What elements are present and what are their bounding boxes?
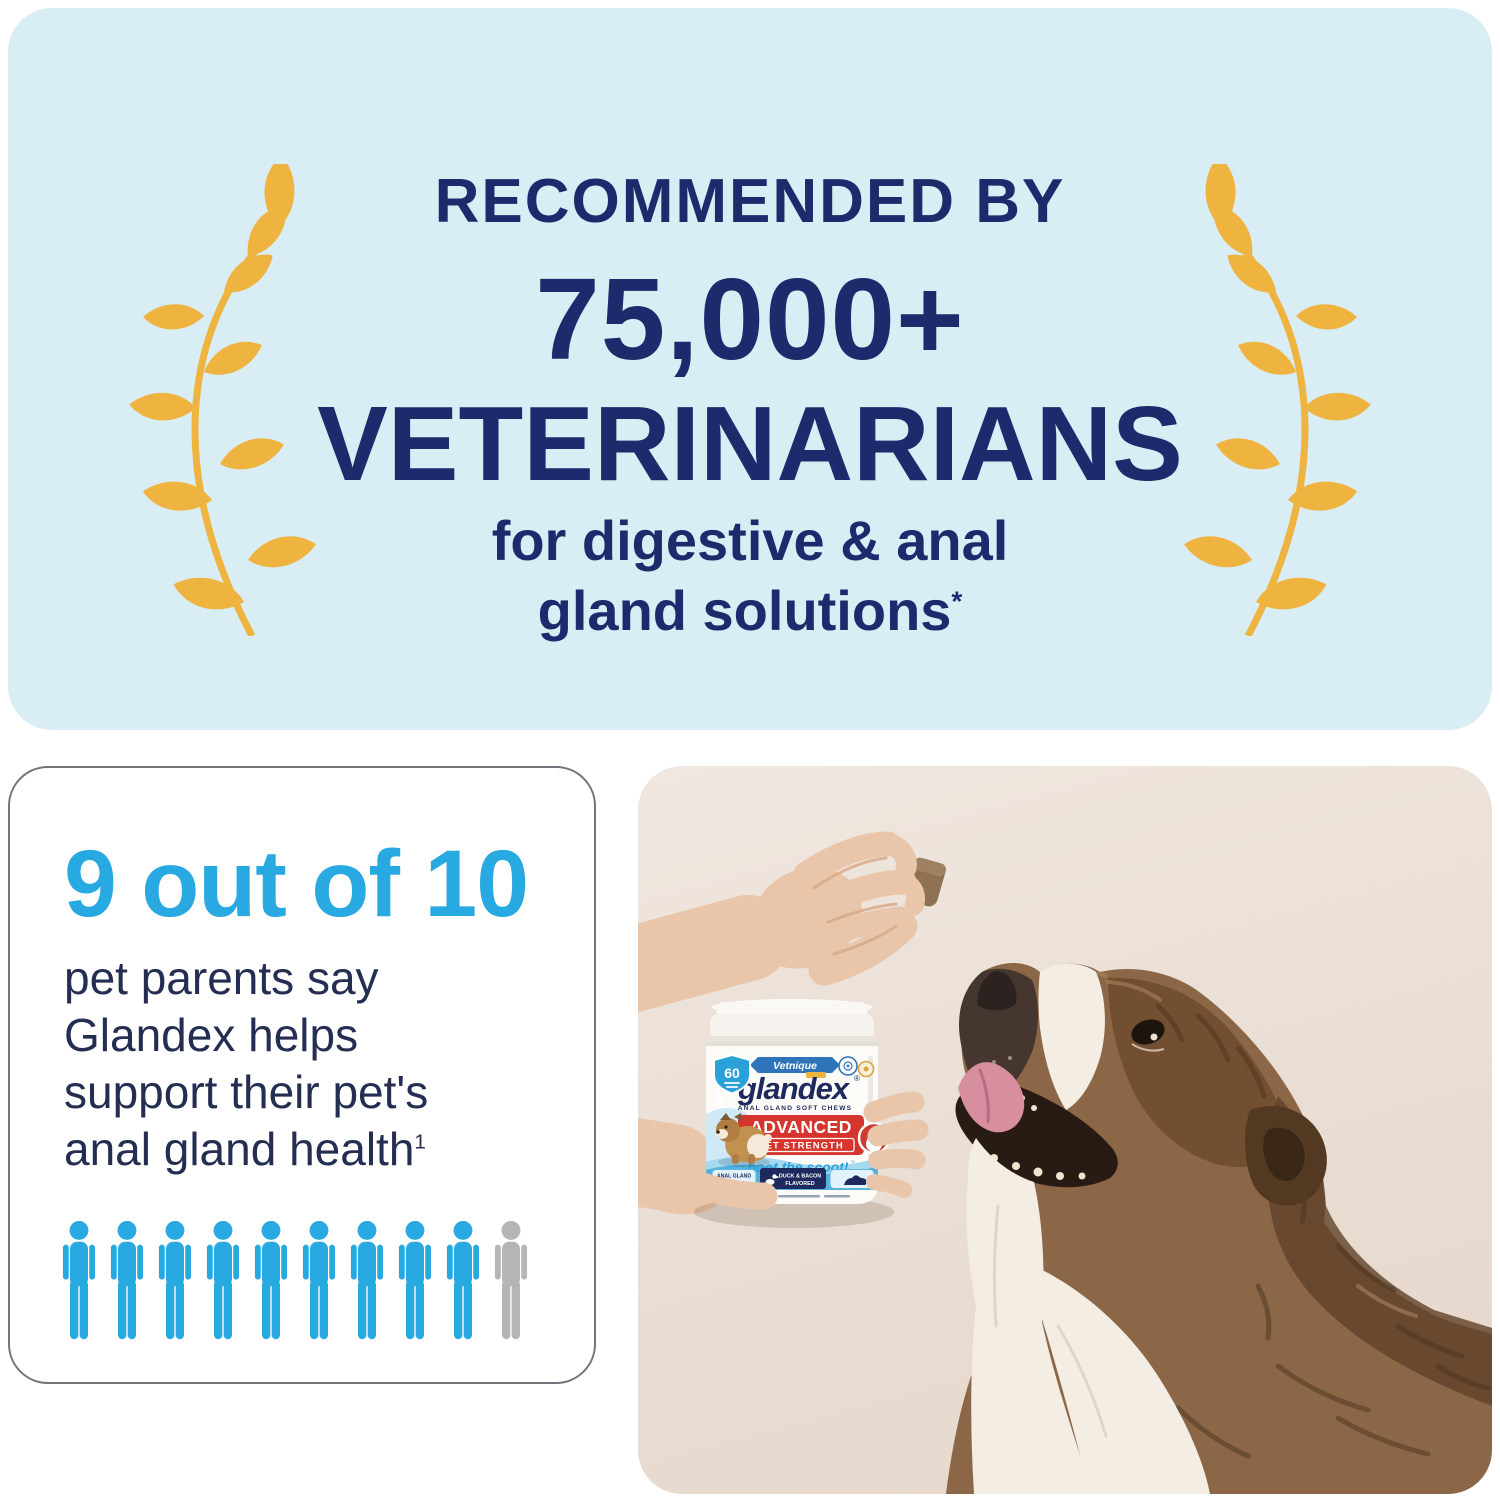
stat-footnote-mark: 1	[414, 1130, 426, 1154]
person-icon-muted	[494, 1220, 528, 1340]
person-icon-filled	[158, 1220, 192, 1340]
jar-count-badge	[713, 1053, 751, 1095]
banner-heading-number: 75,000+	[535, 254, 965, 384]
photo-illustration: Vetnique glandex ® ANAL GLAND SOFT CHEWS…	[638, 831, 1492, 1494]
promo-banner: RECOMMENDED BY 75,000+ VETERINARIANS for…	[8, 8, 1492, 730]
stat-headline: 9 out of 10	[64, 831, 529, 937]
duck-icon	[765, 1174, 780, 1185]
svg-text:ANAL GLAND: ANAL GLAND	[717, 1174, 751, 1180]
svg-text:DUCK & BACON: DUCK & BACON	[779, 1174, 821, 1180]
person-icon-filled	[446, 1220, 480, 1340]
svg-text:FLAVORED: FLAVORED	[785, 1181, 814, 1187]
banner-subtitle-line1: for digestive & anal	[491, 509, 1009, 572]
banner-subtitle: for digestive & anal gland solutions*	[8, 506, 1492, 646]
product-photo: Vetnique glandex ® ANAL GLAND SOFT CHEWS…	[638, 766, 1492, 1494]
stat-description: pet parents say Glandex helps support th…	[64, 950, 428, 1178]
person-icon-filled	[350, 1220, 384, 1340]
stat-line: Glandex helps	[64, 1009, 359, 1061]
jar-subtitle: ANAL GLAND SOFT CHEWS	[738, 1105, 852, 1112]
people-row	[60, 1220, 530, 1343]
jar-reg-mark: ®	[854, 1074, 860, 1083]
person-icon-filled	[110, 1220, 144, 1340]
label-seal-icons	[838, 1056, 875, 1078]
stat-card: 9 out of 10 pet parents say Glandex help…	[8, 766, 596, 1384]
jar-advanced-label: ADVANCED	[750, 1117, 852, 1137]
banner-footnote-mark: *	[951, 585, 963, 617]
person-icon-filled	[302, 1220, 336, 1340]
dog-badge-icon	[844, 1175, 867, 1185]
hand-lower-fingers	[676, 1091, 929, 1210]
jar-vet-strength-label: VET STRENGTH	[758, 1141, 843, 1152]
svg-text:60: 60	[724, 1065, 740, 1081]
jar-tm-mark: ™	[850, 1160, 855, 1166]
dog-illustration	[946, 963, 1492, 1494]
banner-heading-word: VETERINARIANS	[317, 385, 1183, 503]
hand-upper-illustration	[638, 831, 947, 1013]
person-icon-filled	[62, 1220, 96, 1340]
stat-line: anal gland health1	[64, 1123, 426, 1175]
label-dog-icon	[716, 1113, 772, 1167]
laurel-left-icon	[127, 164, 319, 636]
person-icon-filled	[254, 1220, 288, 1340]
banner-heading-kicker: RECOMMENDED BY	[434, 167, 1066, 236]
jar-product-name: glandex	[737, 1071, 851, 1106]
jar-brand: Vetnique	[773, 1060, 817, 1072]
banner-subtitle-line2: gland solutions*	[537, 579, 963, 642]
stat-line: pet parents say	[64, 952, 379, 1004]
jar-illustration: Vetnique glandex ® ANAL GLAND SOFT CHEWS…	[706, 999, 891, 1204]
person-icon-filled	[398, 1220, 432, 1340]
person-icon-filled	[206, 1220, 240, 1340]
stat-line: support their pet's	[64, 1066, 429, 1118]
